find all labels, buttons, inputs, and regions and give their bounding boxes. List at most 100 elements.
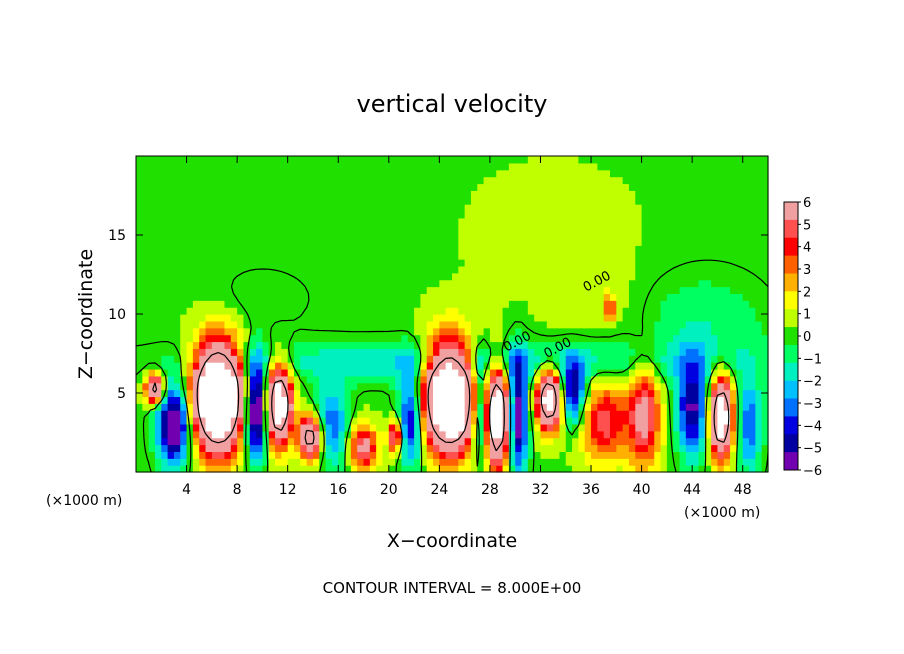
field-cell	[508, 224, 516, 233]
colorbar-swatch	[784, 416, 798, 435]
field-cell	[679, 252, 687, 260]
field-cell	[616, 286, 624, 294]
field-cell	[559, 238, 567, 246]
field-cell	[679, 300, 687, 308]
field-cell	[489, 320, 497, 329]
field-cell	[496, 169, 504, 178]
field-cell	[331, 183, 339, 191]
field-cell	[136, 417, 143, 425]
field-cell	[148, 430, 156, 439]
field-cell	[704, 355, 712, 363]
field-cell	[426, 451, 434, 459]
field-cell	[256, 272, 263, 281]
field-cell	[426, 348, 434, 356]
field-cell	[502, 307, 510, 315]
field-cell	[502, 204, 510, 212]
field-cell	[553, 458, 561, 466]
field-cell	[572, 162, 579, 171]
field-cell	[338, 286, 346, 294]
field-cell	[237, 162, 245, 171]
field-cell	[698, 327, 706, 336]
field-cell	[173, 465, 181, 473]
field-cell	[489, 417, 497, 425]
field-cell	[186, 245, 194, 253]
field-cell	[502, 375, 510, 384]
field-cell	[584, 293, 592, 301]
field-cell	[452, 430, 459, 439]
field-cell	[717, 272, 725, 281]
field-cell	[306, 272, 314, 281]
field-cell	[603, 176, 611, 185]
field-cell	[527, 327, 535, 336]
field-cell	[565, 382, 573, 391]
field-cell	[489, 341, 497, 349]
field-cell	[647, 389, 655, 398]
field-cell	[628, 210, 636, 219]
field-cell	[591, 204, 598, 212]
field-cell	[388, 293, 396, 301]
field-cell	[218, 396, 226, 404]
field-cell	[211, 286, 219, 294]
field-cell	[496, 204, 504, 212]
field-cell	[603, 162, 611, 171]
field-cell	[262, 410, 270, 418]
field-cell	[369, 362, 377, 370]
field-cell	[546, 286, 554, 294]
field-cell	[426, 307, 434, 315]
field-cell	[312, 403, 320, 411]
field-cell	[344, 176, 352, 185]
field-cell	[433, 252, 440, 260]
field-cell	[180, 293, 188, 301]
field-cell	[540, 156, 548, 164]
field-cell	[445, 176, 453, 185]
field-cell	[584, 444, 592, 452]
field-cell	[603, 204, 611, 212]
field-cell	[578, 444, 586, 452]
field-cell	[723, 417, 731, 425]
field-cell	[635, 451, 643, 459]
field-cell	[641, 458, 649, 466]
field-cell	[205, 176, 213, 185]
field-cell	[673, 286, 681, 294]
field-cell	[319, 334, 327, 343]
field-cell	[597, 348, 605, 356]
field-cell	[180, 403, 188, 411]
field-cell	[452, 286, 459, 294]
field-cell	[186, 410, 194, 418]
field-cell	[142, 375, 150, 384]
field-cell	[496, 355, 504, 363]
field-cell	[717, 320, 725, 329]
field-cell	[610, 183, 617, 191]
field-cell	[262, 368, 270, 377]
field-cell	[470, 252, 478, 260]
field-cell	[641, 382, 649, 391]
field-cell	[477, 423, 485, 432]
field-cell	[477, 375, 485, 384]
field-cell	[452, 320, 459, 329]
field-cell	[439, 389, 447, 398]
field-cell	[262, 465, 270, 473]
field-cell	[439, 444, 447, 452]
field-cell	[578, 368, 586, 377]
field-cell	[470, 437, 478, 446]
field-cell	[603, 259, 611, 267]
field-cell	[452, 162, 459, 171]
field-cell	[521, 320, 529, 329]
field-cell	[426, 368, 434, 377]
field-cell	[312, 355, 320, 363]
field-cell	[603, 169, 611, 178]
field-cell	[199, 382, 207, 391]
field-cell	[445, 197, 453, 205]
colorbar-tick-label: 5	[803, 218, 811, 233]
field-cell	[382, 355, 390, 363]
field-cell	[382, 334, 390, 343]
field-cell	[515, 348, 523, 356]
field-cell	[660, 348, 668, 356]
field-cell	[154, 423, 162, 432]
field-cell	[142, 403, 150, 411]
field-cell	[180, 444, 188, 452]
field-cell	[755, 231, 763, 240]
field-cell	[591, 389, 598, 398]
field-cell	[660, 465, 668, 473]
x-tick-label: 28	[481, 482, 499, 498]
